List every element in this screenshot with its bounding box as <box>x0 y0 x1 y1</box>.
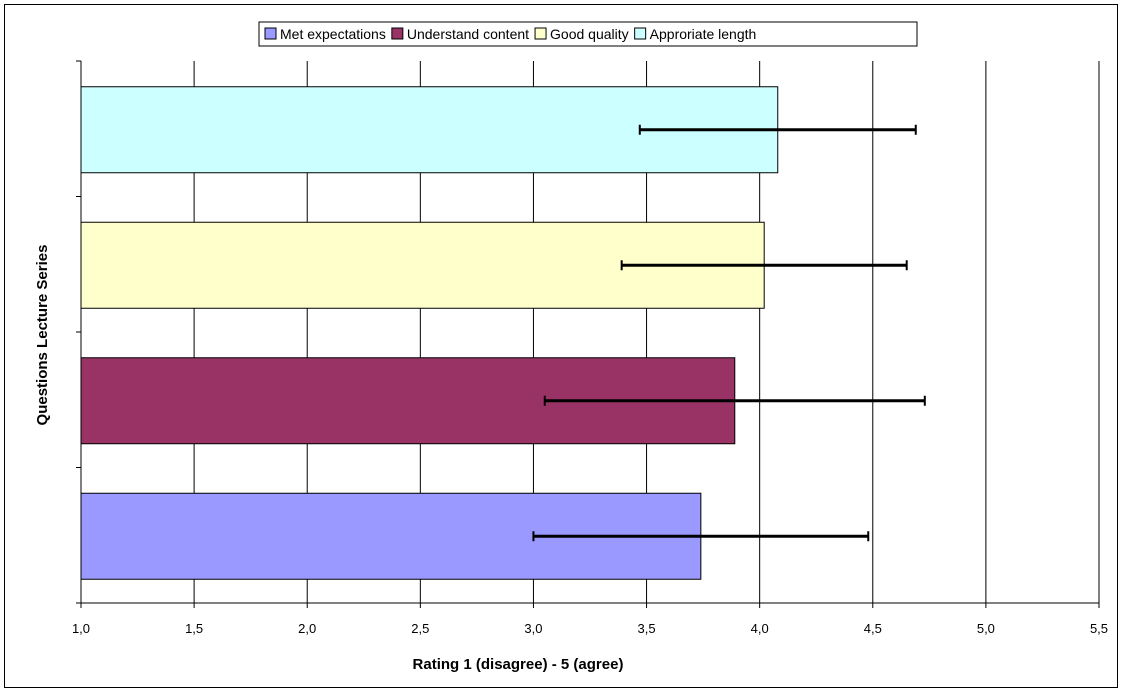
bar-chart: 1,0 1,5 2,0 2,5 3,0 3,5 4,0 4,5 5,0 5,5 Rating 1 … <box>34 21 1108 673</box>
y-axis-title: Questions Lecture Series <box>34 245 51 426</box>
x-tick-label: 3,5 <box>638 621 656 636</box>
x-tick-label: 5,0 <box>977 621 995 636</box>
legend-swatch <box>634 27 647 40</box>
legend: Met expectations Understand content Good q… <box>258 21 918 47</box>
legend-swatch <box>534 27 547 40</box>
legend-swatch <box>264 27 277 40</box>
axes <box>76 60 1100 608</box>
x-tick-label: 4,0 <box>751 621 769 636</box>
legend-label: Understand content <box>407 26 529 42</box>
x-tick-label: 4,5 <box>864 621 882 636</box>
x-tick-labels: 1,0 1,5 2,0 2,5 3,0 3,5 4,0 4,5 5,0 5,5 <box>72 621 1108 636</box>
x-tick-label: 3,0 <box>524 621 542 636</box>
chart-frame: 1,0 1,5 2,0 2,5 3,0 3,5 4,0 4,5 5,0 5,5 Rating 1 … <box>4 4 1118 688</box>
legend-label: Met expectations <box>280 26 386 42</box>
bars <box>80 86 779 580</box>
x-tick-label: 2,0 <box>298 621 316 636</box>
legend-label: Good quality <box>550 26 629 42</box>
x-tick-label: 2,5 <box>411 621 429 636</box>
legend-label: Approriate length <box>650 26 757 42</box>
legend-box <box>258 21 918 47</box>
legend-swatch <box>391 27 404 40</box>
x-axis-title: Rating 1 (disagree) - 5 (agree) <box>413 656 624 673</box>
error-bars <box>532 124 926 542</box>
x-tick-label: 1,5 <box>185 621 203 636</box>
x-tick-label: 1,0 <box>72 621 90 636</box>
x-tick-label: 5,5 <box>1090 621 1108 636</box>
